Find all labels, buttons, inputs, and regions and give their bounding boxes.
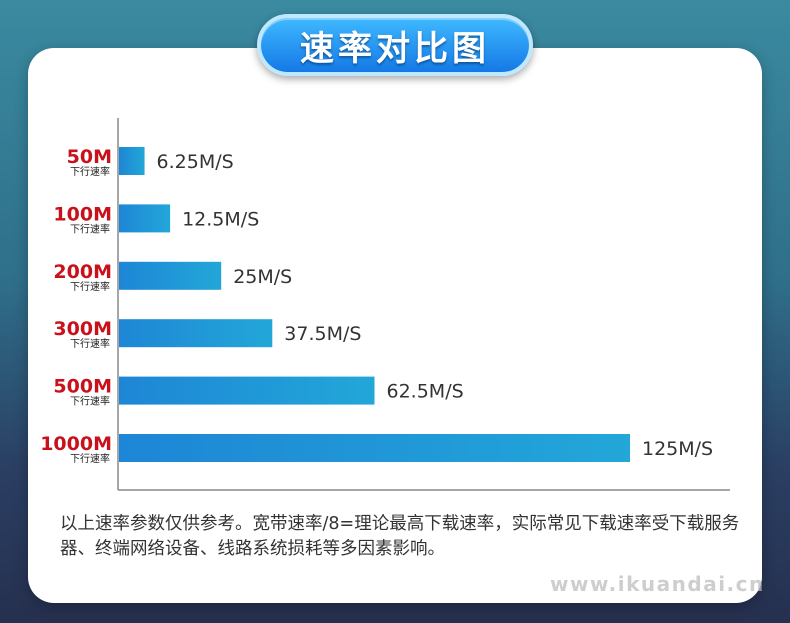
category-label-100M: 100M [53,203,112,225]
category-sublabel: 下行速率 [70,452,110,465]
value-label-50M: 6.25M/S [157,151,234,173]
category-sublabel: 下行速率 [70,395,110,408]
bar-500M [119,376,375,405]
category-sublabel: 下行速率 [70,222,110,235]
category-label-200M: 200M [53,261,112,283]
category-sublabel: 下行速率 [70,165,110,178]
value-label-500M: 62.5M/S [387,381,464,403]
value-label-1000M: 125M/S [642,438,713,460]
category-label-1000M: 1000M [40,433,112,455]
category-sublabel: 下行速率 [70,280,110,293]
bar-200M [119,261,222,290]
page-title: 速率对比图 [300,28,490,69]
bar-50M [119,147,145,175]
bar-100M [119,204,171,233]
category-label-50M: 50M [67,146,112,168]
bar-300M [119,319,273,348]
value-label-300M: 37.5M/S [284,323,361,345]
footnote: 以上速率参数仅供参考。宽带速率/8=理论最高下载速率，实际常见下载速率受下载服务… [60,514,740,559]
category-sublabel: 下行速率 [70,337,110,350]
value-label-100M: 12.5M/S [182,208,259,230]
category-label-500M: 500M [53,376,112,398]
title-banner: 速率对比图 [257,14,533,76]
value-label-200M: 25M/S [233,266,292,288]
watermark-text: www.ikuandai.cn [550,572,765,596]
category-label-300M: 300M [53,318,112,340]
bar-1000M [119,434,630,462]
